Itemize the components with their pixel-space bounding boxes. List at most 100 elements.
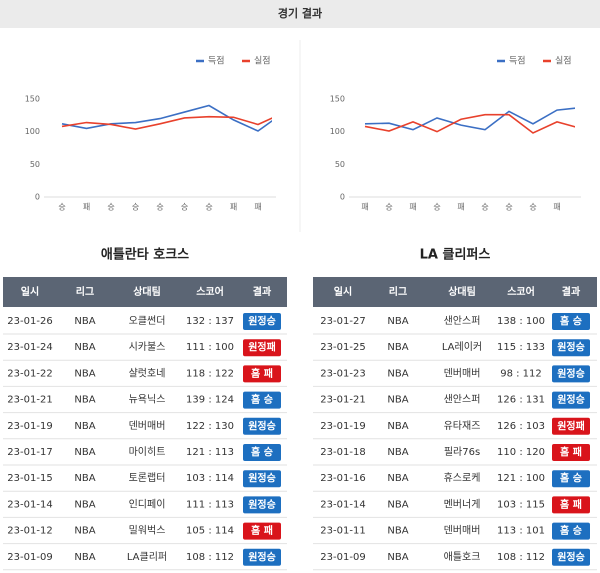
y-tick-label: 50 — [335, 160, 345, 169]
cell-date: 23-01-09 — [7, 552, 52, 563]
cell-league: NBA — [387, 421, 408, 432]
column-header: 일시 — [334, 285, 352, 298]
cell-date: 23-01-17 — [7, 447, 52, 458]
cell-score: 108 : 112 — [497, 552, 545, 563]
cell-opponent: 덴버매버 — [444, 525, 481, 537]
cell-date: 23-01-25 — [320, 342, 365, 353]
cell-date: 23-01-21 — [7, 395, 52, 406]
y-tick-label: 50 — [30, 160, 40, 169]
cell-league: NBA — [387, 499, 408, 510]
cell-score: 111 : 113 — [186, 499, 234, 510]
result-label: 원정승 — [557, 550, 585, 563]
result-label: 원정승 — [248, 550, 276, 563]
cell-date: 23-01-19 — [320, 421, 365, 432]
cell-date: 23-01-14 — [7, 499, 52, 510]
cell-opponent: 멘버너게 — [444, 498, 481, 510]
cell-league: NBA — [74, 499, 95, 510]
cell-opponent: 인디페이 — [129, 498, 166, 510]
cell-score: 118 : 122 — [186, 368, 234, 379]
result-label: 원정승 — [248, 472, 276, 485]
header-title: 경기 결과 — [278, 6, 322, 20]
result-label: 홈 승 — [251, 393, 273, 406]
cell-date: 23-01-11 — [320, 526, 365, 537]
x-tick-label: 패 — [361, 202, 368, 212]
cell-opponent: 토론랩터 — [129, 472, 166, 484]
cell-league: NBA — [74, 395, 95, 406]
cell-opponent: 덴버매버 — [444, 367, 481, 379]
result-badge — [552, 548, 590, 566]
cell-score: 115 : 133 — [497, 342, 545, 353]
result-label: 원정승 — [248, 419, 276, 432]
cell-score: 126 : 131 — [497, 395, 545, 406]
cell-score: 121 : 100 — [497, 473, 545, 484]
y-tick-label: 0 — [340, 193, 345, 202]
y-tick-label: 100 — [330, 127, 345, 136]
y-tick-label: 0 — [35, 193, 40, 202]
column-header: 일시 — [21, 285, 39, 298]
cell-league: NBA — [74, 447, 95, 458]
result-badge — [552, 496, 590, 514]
table-header — [3, 277, 287, 307]
result-label: 원정승 — [557, 341, 585, 354]
result-label: 홈 승 — [560, 472, 582, 485]
column-header: 스코어 — [507, 285, 535, 298]
cell-opponent: 샬럿호네 — [129, 367, 166, 379]
cell-score: 98 : 112 — [500, 368, 542, 379]
x-tick-label: 패 — [254, 202, 261, 212]
cell-score: 113 : 101 — [497, 526, 545, 537]
cell-league: NBA — [387, 552, 408, 563]
x-tick-label: 승 — [385, 203, 392, 212]
column-header: 결과 — [253, 285, 272, 298]
x-tick-label: 패 — [230, 202, 237, 212]
column-header: 상대팀 — [448, 285, 476, 298]
cell-league: NBA — [74, 473, 95, 484]
result-label: 홈 승 — [560, 315, 582, 328]
x-tick-label: 승 — [132, 203, 139, 212]
cell-score: 132 : 137 — [186, 316, 234, 327]
cell-date: 23-01-18 — [320, 447, 365, 458]
column-header: 스코어 — [196, 285, 224, 298]
result-label: 홈 패 — [560, 498, 582, 511]
series-line — [61, 104, 272, 132]
cell-opponent: 덴버매버 — [129, 420, 166, 432]
y-tick-label: 150 — [25, 95, 40, 104]
x-tick-label: 패 — [409, 202, 416, 212]
cell-date: 23-01-22 — [7, 368, 52, 379]
result-badge — [243, 365, 281, 383]
cell-league: NBA — [74, 342, 95, 353]
cell-date: 23-01-26 — [7, 316, 52, 327]
result-label: 홈 패 — [560, 446, 582, 459]
cell-score: 110 : 120 — [497, 447, 545, 458]
result-label: 원정승 — [248, 498, 276, 511]
legend-label: 실점 — [555, 55, 572, 67]
result-label: 원정승 — [557, 393, 585, 406]
plot — [364, 107, 575, 134]
result-badge — [552, 339, 590, 357]
cell-date: 23-01-19 — [7, 421, 52, 432]
result-badge — [243, 391, 281, 409]
result-badge — [552, 522, 590, 540]
series-line — [364, 113, 575, 134]
result-badge — [552, 391, 590, 409]
cell-league: NBA — [387, 395, 408, 406]
result-label: 홈 승 — [560, 524, 582, 537]
x-tick-label: 승 — [505, 203, 512, 212]
cell-opponent: LA레이커 — [442, 341, 482, 353]
x-tick-label: 패 — [457, 202, 464, 212]
cell-date: 23-01-09 — [320, 552, 365, 563]
x-tick-label: 승 — [181, 203, 188, 212]
legend-label: 득점 — [509, 55, 526, 67]
cell-score: 139 : 124 — [186, 395, 234, 406]
x-tick-label: 승 — [58, 203, 65, 212]
column-header: 리그 — [76, 285, 94, 298]
cell-opponent: 밀워벅스 — [129, 524, 166, 537]
cell-opponent: 샌안스퍼 — [444, 315, 481, 327]
result-badge — [243, 417, 281, 435]
result-label: 원정패 — [557, 419, 585, 432]
cell-date: 23-01-16 — [320, 473, 365, 484]
cell-league: NBA — [74, 526, 95, 537]
column-header: 리그 — [389, 285, 407, 298]
cell-date: 23-01-21 — [320, 395, 365, 406]
cell-score: 121 : 113 — [186, 447, 234, 458]
result-badge — [243, 522, 281, 540]
